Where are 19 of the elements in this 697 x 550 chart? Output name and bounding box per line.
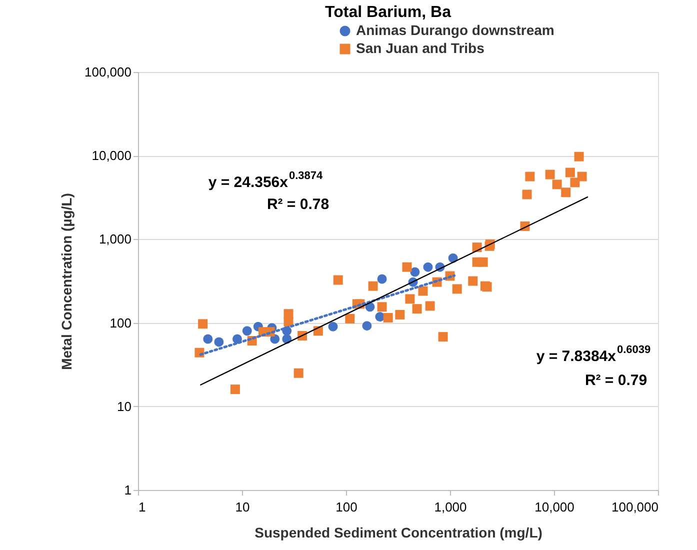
x-axis-title: Suspended Sediment Concentration (mg/L) xyxy=(254,524,542,540)
y-tick-label: 10,000 xyxy=(92,148,132,164)
y-tick-label: 10 xyxy=(117,398,132,414)
y-tick-label: 1 xyxy=(124,482,132,498)
y-tick-label: 100,000 xyxy=(84,64,132,80)
x-tick-label: 10,000 xyxy=(534,500,574,514)
y-axis-title: Metal Concentration (µg/L) xyxy=(58,193,75,370)
x-tick-label: 100 xyxy=(336,500,358,514)
annotation: R² = 0.78 xyxy=(266,196,330,213)
legend-label: San Juan and Tribs xyxy=(356,40,485,56)
y-tick-label: 1,000 xyxy=(98,232,132,247)
x-tick-label: 100,000 xyxy=(612,500,658,514)
y-tick-label: 100 xyxy=(110,315,132,330)
x-tick-label: 1,000 xyxy=(434,500,467,514)
x-tick-label: 10 xyxy=(235,500,250,514)
chart-title: Total Barium, Ba xyxy=(325,4,452,21)
legend-label: Animas Durango downstream xyxy=(356,22,554,38)
x-tick-label: 1 xyxy=(138,500,146,514)
annotation: R² = 0.79 xyxy=(584,372,648,389)
